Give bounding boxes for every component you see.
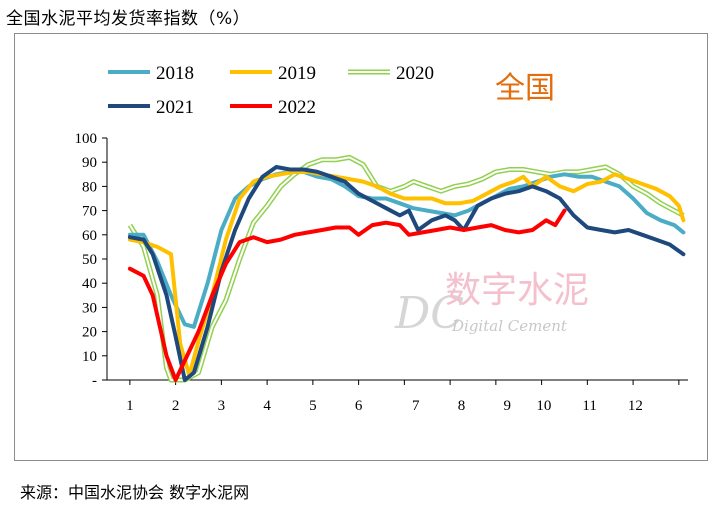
series-line-2020-inner [129,156,684,381]
chart-frame [14,33,708,461]
x-tick-label: 11 [582,398,596,414]
x-tick-label: 7 [412,398,420,414]
legend-label: 2018 [156,63,194,84]
chart-title: 全国水泥平均发货率指数（%） [6,9,251,29]
watermark-logo: DC [394,288,464,339]
region-label: 全国 [495,71,555,106]
legend-item-2021: 2021 [108,97,194,118]
y-tick-label: 30 [82,300,97,316]
watermark-english: Digital Cement [451,317,568,335]
series-line-2019 [127,169,686,378]
series-line-2021 [127,165,686,382]
x-tick-label: 12 [628,398,643,414]
y-tick-label: 50 [82,252,97,268]
watermark-chinese: 数字水泥 [445,270,589,311]
x-tick-label: 3 [218,398,226,414]
x-tick-label: 6 [355,398,363,414]
x-tick-label: 8 [458,398,466,414]
legend-label: 2021 [156,97,194,118]
y-tick-label: - [92,373,97,389]
y-tick-label: 80 [82,179,97,195]
y-tick-label: 40 [82,276,97,292]
x-tick-label: 10 [536,398,551,414]
legend-item-2018: 2018 [108,63,194,84]
legend-item-2022: 2022 [230,97,316,118]
series-lines [127,154,686,383]
legend-item-2020: 2020 [348,63,434,84]
legend-label: 2019 [278,63,316,84]
x-tick-label: 2 [172,398,180,414]
y-tick-label: 70 [82,204,97,220]
y-tick-label: 100 [75,131,98,147]
source-note: 来源：中国水泥协会 数字水泥网 [20,483,250,502]
y-tick-label: 60 [82,228,97,244]
series-line-2022 [127,208,567,382]
y-tick-label: 90 [82,155,97,171]
x-tick-label: 4 [263,398,271,414]
y-tick-label: 10 [82,349,97,365]
series-line-2018 [127,169,686,329]
legend: 2018 2019 2020 2021 2022 [108,63,434,118]
legend-label: 2022 [278,97,316,118]
legend-item-2019: 2019 [230,63,316,84]
legend-label: 2020 [396,63,434,84]
x-tick-label: 1 [126,398,134,414]
x-tick-label: 5 [309,398,317,414]
x-tick-label: 9 [504,398,512,414]
y-tick-label: 20 [82,325,97,341]
